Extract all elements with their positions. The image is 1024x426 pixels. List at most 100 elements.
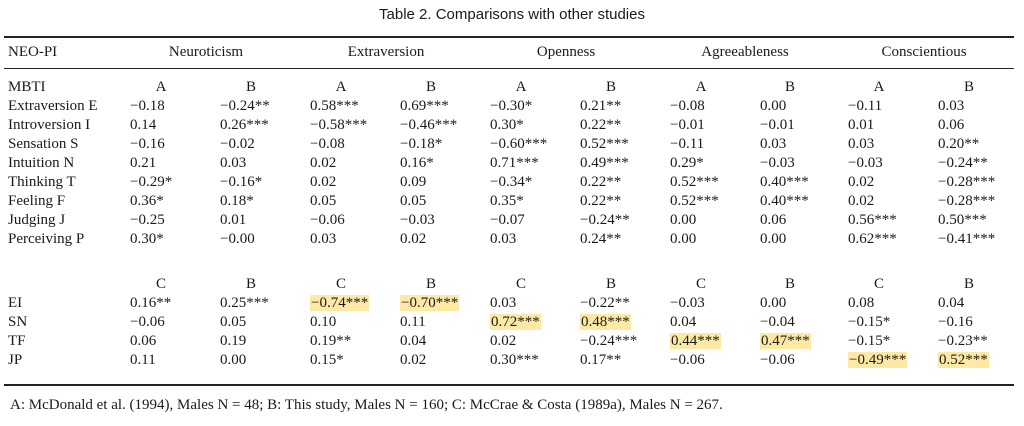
cell-value: 0.01 <box>848 117 875 133</box>
row-label: Judging J <box>8 212 66 228</box>
cell-value: 0.03 <box>760 136 787 152</box>
table-cell: −0.49*** <box>834 351 924 370</box>
table-row: Perceiving P 0.30* −0.00 0.03 0.02 0.03 0.24**… <box>4 230 1014 249</box>
cell-value: 0.00 <box>670 231 697 247</box>
cell-value: 0.00 <box>220 352 247 368</box>
cell-value: 0.29* <box>670 155 704 171</box>
subcolumn-header-row: MBTI A B A B A B A B A B <box>4 78 1014 97</box>
cell-value: −0.11 <box>848 98 883 114</box>
highlighted-cell-value: 0.48*** <box>580 314 631 330</box>
table-cell: 0.06 <box>746 211 834 230</box>
table-cell: 0.00 <box>746 230 834 249</box>
table-cell: 0.03 <box>296 230 386 249</box>
table-cell: 0.04 <box>924 294 1014 313</box>
cell-value: −0.16 <box>130 136 165 152</box>
cell-value: 0.08 <box>848 295 875 311</box>
table-cell: −0.28*** <box>924 192 1014 211</box>
table-cell: 0.22** <box>566 192 656 211</box>
table-cell: −0.16 <box>924 313 1014 332</box>
subcolumn-header: A <box>335 79 347 95</box>
table-cell: −0.08 <box>296 135 386 154</box>
table-cell: −0.07 <box>476 211 566 230</box>
cell-value: 0.11 <box>400 314 426 330</box>
highlighted-cell-value: 0.72*** <box>490 314 541 330</box>
cell-value: −0.07 <box>490 212 525 228</box>
table-cell: −0.01 <box>656 116 746 135</box>
cell-value: 0.36* <box>130 193 164 209</box>
table-cell: 0.69*** <box>386 97 476 116</box>
table-cell: −0.16* <box>206 173 296 192</box>
table-cell: 0.02 <box>834 173 924 192</box>
cell-value: 0.20** <box>938 136 980 152</box>
cell-value: −0.60*** <box>490 136 548 152</box>
factor-header: Neuroticism <box>168 44 244 60</box>
table-cell: −0.08 <box>656 97 746 116</box>
table-cell: 0.52*** <box>566 135 656 154</box>
table-cell: 0.03 <box>476 294 566 313</box>
section-label <box>4 275 116 294</box>
highlighted-cell-value: −0.74*** <box>310 295 370 311</box>
table-cell: 0.44*** <box>656 332 746 351</box>
subcolumn-header: A <box>515 79 527 95</box>
table-cell: 0.01 <box>834 116 924 135</box>
table-row: Introversion I 0.14 0.26*** −0.58*** −0.46**… <box>4 116 1014 135</box>
table-cell: 0.40*** <box>746 173 834 192</box>
table-cell: −0.58*** <box>296 116 386 135</box>
cell-value: −0.25 <box>130 212 165 228</box>
table-row: EI 0.16** 0.25*** −0.74*** −0.70*** 0.03 −0.22… <box>4 294 1014 313</box>
cell-value: 0.00 <box>760 231 787 247</box>
cell-value: −0.01 <box>670 117 705 133</box>
cell-value: 0.11 <box>130 352 156 368</box>
table-cell: −0.11 <box>656 135 746 154</box>
cell-value: 0.02 <box>848 193 875 209</box>
table-cell: −0.23** <box>924 332 1014 351</box>
table-cell: 0.00 <box>746 294 834 313</box>
table-cell: 0.02 <box>296 154 386 173</box>
table-cell: −0.34* <box>476 173 566 192</box>
subcolumn-header: B <box>606 79 617 95</box>
cell-value: 0.19** <box>310 333 352 349</box>
row-label: Intuition N <box>8 155 75 171</box>
cell-value: −0.06 <box>310 212 345 228</box>
subcolumn-header: C <box>874 276 885 292</box>
table-cell: −0.25 <box>116 211 206 230</box>
table-cell: −0.24** <box>924 154 1014 173</box>
cell-value: 0.02 <box>400 231 427 247</box>
table-row: Thinking T −0.29* −0.16* 0.02 0.09 −0.34* 0.22… <box>4 173 1014 192</box>
subcolumn-header: B <box>785 79 796 95</box>
cell-value: −0.08 <box>310 136 345 152</box>
table-cell: 0.04 <box>386 332 476 351</box>
cell-value: 0.00 <box>670 212 697 228</box>
subcolumn-header: B <box>964 276 975 292</box>
cell-value: −0.15* <box>848 333 891 349</box>
cell-value: 0.03 <box>490 231 517 247</box>
subcolumn-header: A <box>695 79 707 95</box>
highlighted-cell-value: 0.47*** <box>760 333 811 349</box>
factor-header: Openness <box>536 44 596 60</box>
table-cell: −0.46*** <box>386 116 476 135</box>
table-row: JP 0.11 0.00 0.15* 0.02 0.30*** 0.17** −0.06 −0.… <box>4 351 1014 370</box>
table-cell: −0.18* <box>386 135 476 154</box>
subcolumn-header: B <box>426 276 437 292</box>
table-row: Feeling F 0.36* 0.18* 0.05 0.05 0.35* 0.22** 0.… <box>4 192 1014 211</box>
cell-value: −0.24*** <box>580 333 638 349</box>
table-cell: −0.03 <box>834 154 924 173</box>
table-cell: 0.14 <box>116 116 206 135</box>
subcolumn-header: B <box>606 276 617 292</box>
table-cell: −0.15* <box>834 332 924 351</box>
cell-value: 0.21 <box>130 155 157 171</box>
section-label: MBTI <box>8 79 46 95</box>
cell-value: 0.30* <box>130 231 164 247</box>
table-cell: 0.04 <box>656 313 746 332</box>
row-label: Thinking T <box>8 174 76 190</box>
table-cell: 0.09 <box>386 173 476 192</box>
cell-value: 0.03 <box>220 155 247 171</box>
table-cell: 0.30* <box>476 116 566 135</box>
cell-value: 0.04 <box>938 295 965 311</box>
table-cell: 0.30* <box>116 230 206 249</box>
cell-value: 0.00 <box>760 98 787 114</box>
cell-value: −0.06 <box>130 314 165 330</box>
cell-value: 0.30*** <box>490 352 539 368</box>
row-label: Feeling F <box>8 193 66 209</box>
cell-value: 0.02 <box>400 352 427 368</box>
